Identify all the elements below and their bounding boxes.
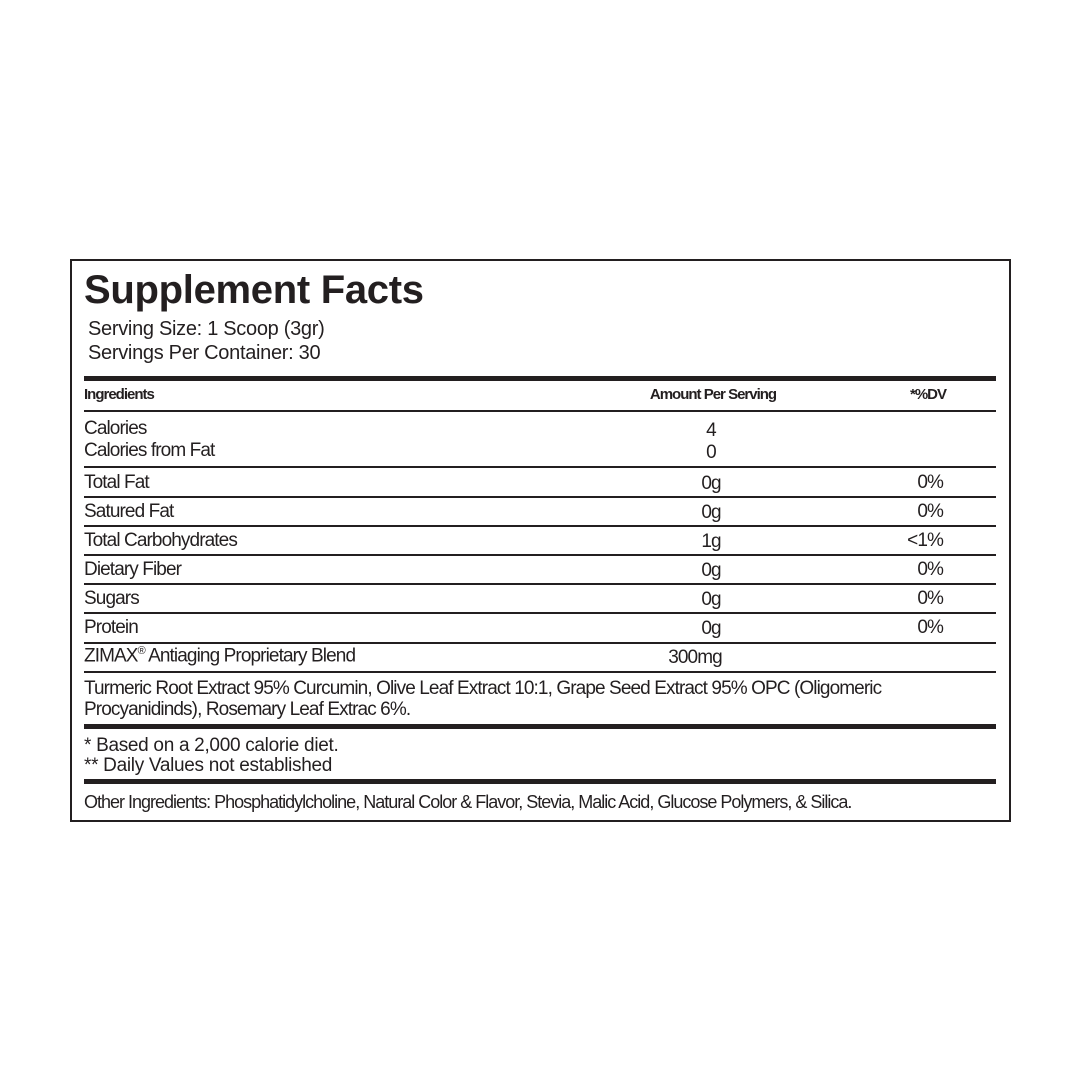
row-dv: 0% xyxy=(917,588,944,609)
header-dv: *%DV xyxy=(909,386,947,403)
panel-title: Supplement Facts xyxy=(84,268,424,312)
divider xyxy=(84,642,996,644)
row-amount: 0g xyxy=(701,560,721,581)
blend-ingredients-line-2: Procyanidinds), Rosemary Leaf Extrac 6%. xyxy=(84,699,411,720)
serving-size: Serving Size: 1 Scoop (3gr) xyxy=(88,318,325,340)
supplement-facts-panel xyxy=(70,259,1011,822)
blend-brand: ZIMAX xyxy=(84,645,138,667)
blend-label: Antiaging Proprietary Blend xyxy=(144,645,356,667)
divider xyxy=(84,466,996,468)
divider xyxy=(84,525,996,527)
row-amount: 0g xyxy=(701,473,721,494)
row-name: Sugars xyxy=(84,588,140,609)
header-ingredients: Ingredients xyxy=(84,386,155,403)
row-dv: 0% xyxy=(917,617,944,638)
divider-thick xyxy=(84,376,996,381)
divider xyxy=(84,410,996,412)
row-dv: 0% xyxy=(917,559,944,580)
divider xyxy=(84,583,996,585)
row-dv: 0% xyxy=(917,472,944,493)
registered-mark: ® xyxy=(137,645,146,657)
row-name: Satured Fat xyxy=(84,501,174,522)
footnote-daily-value: * Based on a 2,000 calorie diet. xyxy=(84,735,339,756)
divider xyxy=(84,554,996,556)
blend-name: ZIMAX® Antiaging Proprietary Blend xyxy=(84,645,356,667)
row-name: Protein xyxy=(84,617,139,638)
row-amount: 1g xyxy=(701,531,721,552)
blend-ingredients-line-1: Turmeric Root Extract 95% Curcumin, Oliv… xyxy=(84,678,882,699)
divider-thick xyxy=(84,779,996,784)
footnote-not-established: ** Daily Values not established xyxy=(84,755,333,776)
row-amount: 4 xyxy=(706,420,717,441)
divider xyxy=(84,671,996,673)
divider-thick xyxy=(84,724,996,729)
header-amount: Amount Per Serving xyxy=(649,386,777,403)
servings-per-container: Servings Per Container: 30 xyxy=(88,342,321,364)
other-ingredients: Other Ingredients: Phosphatidylcholine, … xyxy=(84,792,852,812)
row-amount: 0g xyxy=(701,502,721,523)
divider xyxy=(84,612,996,614)
blend-amount: 300mg xyxy=(668,647,723,668)
row-amount: 0g xyxy=(701,618,721,639)
row-name: Total Carbohydrates xyxy=(84,530,238,551)
row-dv: <1% xyxy=(907,530,944,551)
row-name: Calories from Fat xyxy=(84,440,215,461)
row-name: Calories xyxy=(84,418,147,439)
row-amount: 0g xyxy=(701,589,721,610)
divider xyxy=(84,496,996,498)
row-name: Dietary Fiber xyxy=(84,559,182,580)
row-dv: 0% xyxy=(917,501,944,522)
row-amount: 0 xyxy=(706,442,717,463)
row-name: Total Fat xyxy=(84,472,150,493)
